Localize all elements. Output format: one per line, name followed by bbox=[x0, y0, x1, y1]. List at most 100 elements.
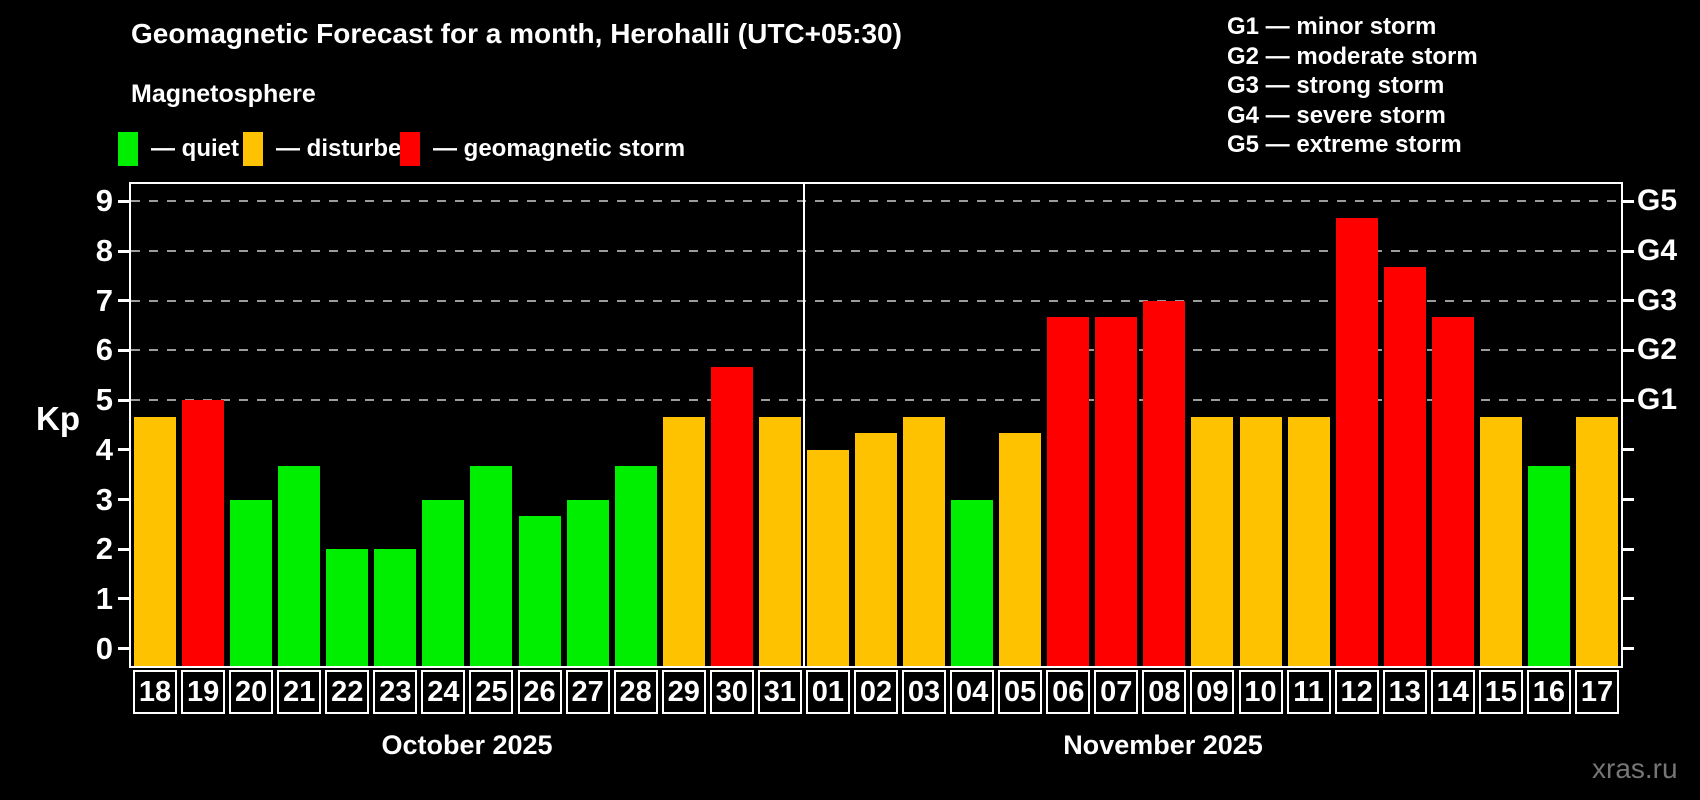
left-tick-9 bbox=[118, 199, 131, 203]
day-label-10: 10 bbox=[1238, 670, 1283, 714]
bar-day-08 bbox=[1143, 300, 1186, 666]
day-label-08: 08 bbox=[1142, 670, 1187, 714]
bar-day-27 bbox=[566, 499, 609, 666]
bar-day-19 bbox=[182, 400, 225, 666]
bar-day-03 bbox=[903, 416, 946, 666]
y-tick-label-4: 4 bbox=[95, 431, 113, 467]
day-label-19: 19 bbox=[181, 670, 226, 714]
bar-day-22 bbox=[326, 549, 369, 666]
g5-legend-line: G5 — extreme storm bbox=[1227, 131, 1462, 158]
g-scale-legend: G1 — minor storm G2 — moderate storm G3 … bbox=[1227, 12, 1478, 160]
day-label-15: 15 bbox=[1478, 670, 1523, 714]
bar-day-07 bbox=[1095, 317, 1138, 666]
left-tick-3 bbox=[118, 498, 131, 502]
bar-day-13 bbox=[1383, 267, 1426, 666]
bar-day-09 bbox=[1191, 416, 1234, 666]
day-label-09: 09 bbox=[1190, 670, 1235, 714]
left-tick-6 bbox=[118, 348, 131, 352]
legend-label-disturbed: — disturbed bbox=[276, 135, 417, 162]
bar-day-05 bbox=[999, 433, 1042, 666]
y-tick-label-1: 1 bbox=[95, 580, 113, 616]
day-label-07: 07 bbox=[1094, 670, 1139, 714]
quiet-color-swatch bbox=[118, 132, 138, 166]
day-label-25: 25 bbox=[469, 670, 514, 714]
day-label-30: 30 bbox=[709, 670, 754, 714]
bar-day-31 bbox=[758, 416, 801, 666]
bar-day-17 bbox=[1575, 416, 1618, 666]
bar-day-20 bbox=[230, 499, 273, 666]
day-label-06: 06 bbox=[1046, 670, 1091, 714]
day-label-02: 02 bbox=[854, 670, 898, 714]
g3-legend-line: G3 — strong storm bbox=[1227, 72, 1445, 99]
watermark-xras: xras.ru bbox=[1592, 753, 1678, 784]
bar-day-18 bbox=[134, 416, 177, 666]
gridline-kp8 bbox=[131, 250, 1621, 253]
g2-legend-line: G2 — moderate storm bbox=[1227, 42, 1478, 70]
bar-day-04 bbox=[951, 499, 994, 666]
right-tick-7 bbox=[1621, 299, 1634, 303]
y-tick-label-3: 3 bbox=[95, 481, 113, 517]
bar-day-30 bbox=[710, 366, 753, 666]
bar-day-02 bbox=[855, 433, 897, 666]
day-label-21: 21 bbox=[277, 670, 322, 714]
day-label-31: 31 bbox=[757, 670, 802, 714]
day-label-16: 16 bbox=[1526, 670, 1571, 714]
y-tick-label-9: 9 bbox=[95, 183, 113, 219]
magnetosphere-label: Magnetosphere bbox=[131, 80, 316, 108]
right-axis-label-g4: G4 bbox=[1637, 234, 1678, 268]
right-tick-2 bbox=[1621, 547, 1634, 551]
right-tick-0 bbox=[1621, 647, 1634, 651]
legend-item-quiet: — quiet bbox=[118, 131, 239, 167]
right-axis-label-g3: G3 bbox=[1637, 283, 1678, 317]
y-tick-label-8: 8 bbox=[95, 233, 113, 269]
y-tick-label-6: 6 bbox=[95, 332, 113, 368]
bar-day-25 bbox=[470, 466, 513, 666]
bar-day-10 bbox=[1239, 416, 1282, 666]
legend-item-storm: — geomagnetic storm bbox=[400, 131, 685, 167]
day-label-11: 11 bbox=[1286, 670, 1331, 714]
bar-day-15 bbox=[1479, 416, 1522, 666]
gridline-kp5 bbox=[131, 399, 1621, 402]
legend-item-disturbed: — disturbed bbox=[243, 131, 416, 167]
right-tick-5 bbox=[1621, 398, 1634, 402]
month-separator-line bbox=[802, 184, 805, 666]
day-label-12: 12 bbox=[1334, 670, 1379, 714]
bar-day-21 bbox=[278, 466, 321, 666]
gridline-kp6 bbox=[131, 349, 1621, 352]
day-label-04: 04 bbox=[950, 670, 995, 714]
left-tick-2 bbox=[118, 547, 131, 551]
bar-day-28 bbox=[614, 466, 657, 666]
day-label-17: 17 bbox=[1574, 670, 1619, 714]
right-axis-label-g1: G1 bbox=[1637, 383, 1678, 417]
day-label-26: 26 bbox=[517, 670, 562, 714]
day-label-05: 05 bbox=[998, 670, 1043, 714]
bar-day-11 bbox=[1287, 416, 1330, 666]
bar-day-29 bbox=[662, 416, 705, 666]
right-tick-3 bbox=[1621, 498, 1634, 502]
gridline-kp9 bbox=[131, 200, 1621, 203]
left-tick-8 bbox=[118, 249, 131, 253]
y-tick-label-0: 0 bbox=[95, 630, 113, 666]
left-tick-4 bbox=[118, 448, 131, 452]
bar-day-26 bbox=[518, 515, 561, 666]
left-tick-7 bbox=[118, 299, 131, 303]
right-tick-9 bbox=[1621, 199, 1634, 203]
left-tick-1 bbox=[118, 597, 131, 601]
right-axis-label-g2: G2 bbox=[1637, 333, 1678, 367]
day-label-28: 28 bbox=[613, 670, 658, 714]
right-tick-4 bbox=[1621, 448, 1634, 452]
legend-label-storm: — geomagnetic storm bbox=[433, 135, 686, 162]
bar-day-01 bbox=[806, 449, 849, 666]
day-label-27: 27 bbox=[565, 670, 610, 714]
bar-day-16 bbox=[1527, 466, 1570, 666]
bar-day-14 bbox=[1431, 317, 1474, 666]
g1-legend-line: G1 — minor storm bbox=[1227, 13, 1437, 40]
day-label-18: 18 bbox=[133, 670, 178, 714]
right-tick-8 bbox=[1621, 249, 1634, 253]
storm-color-swatch bbox=[400, 132, 420, 166]
day-label-29: 29 bbox=[661, 670, 706, 714]
day-label-14: 14 bbox=[1430, 670, 1475, 714]
right-tick-1 bbox=[1621, 597, 1634, 601]
chart-title: Geomagnetic Forecast for a month, Heroha… bbox=[131, 18, 902, 49]
